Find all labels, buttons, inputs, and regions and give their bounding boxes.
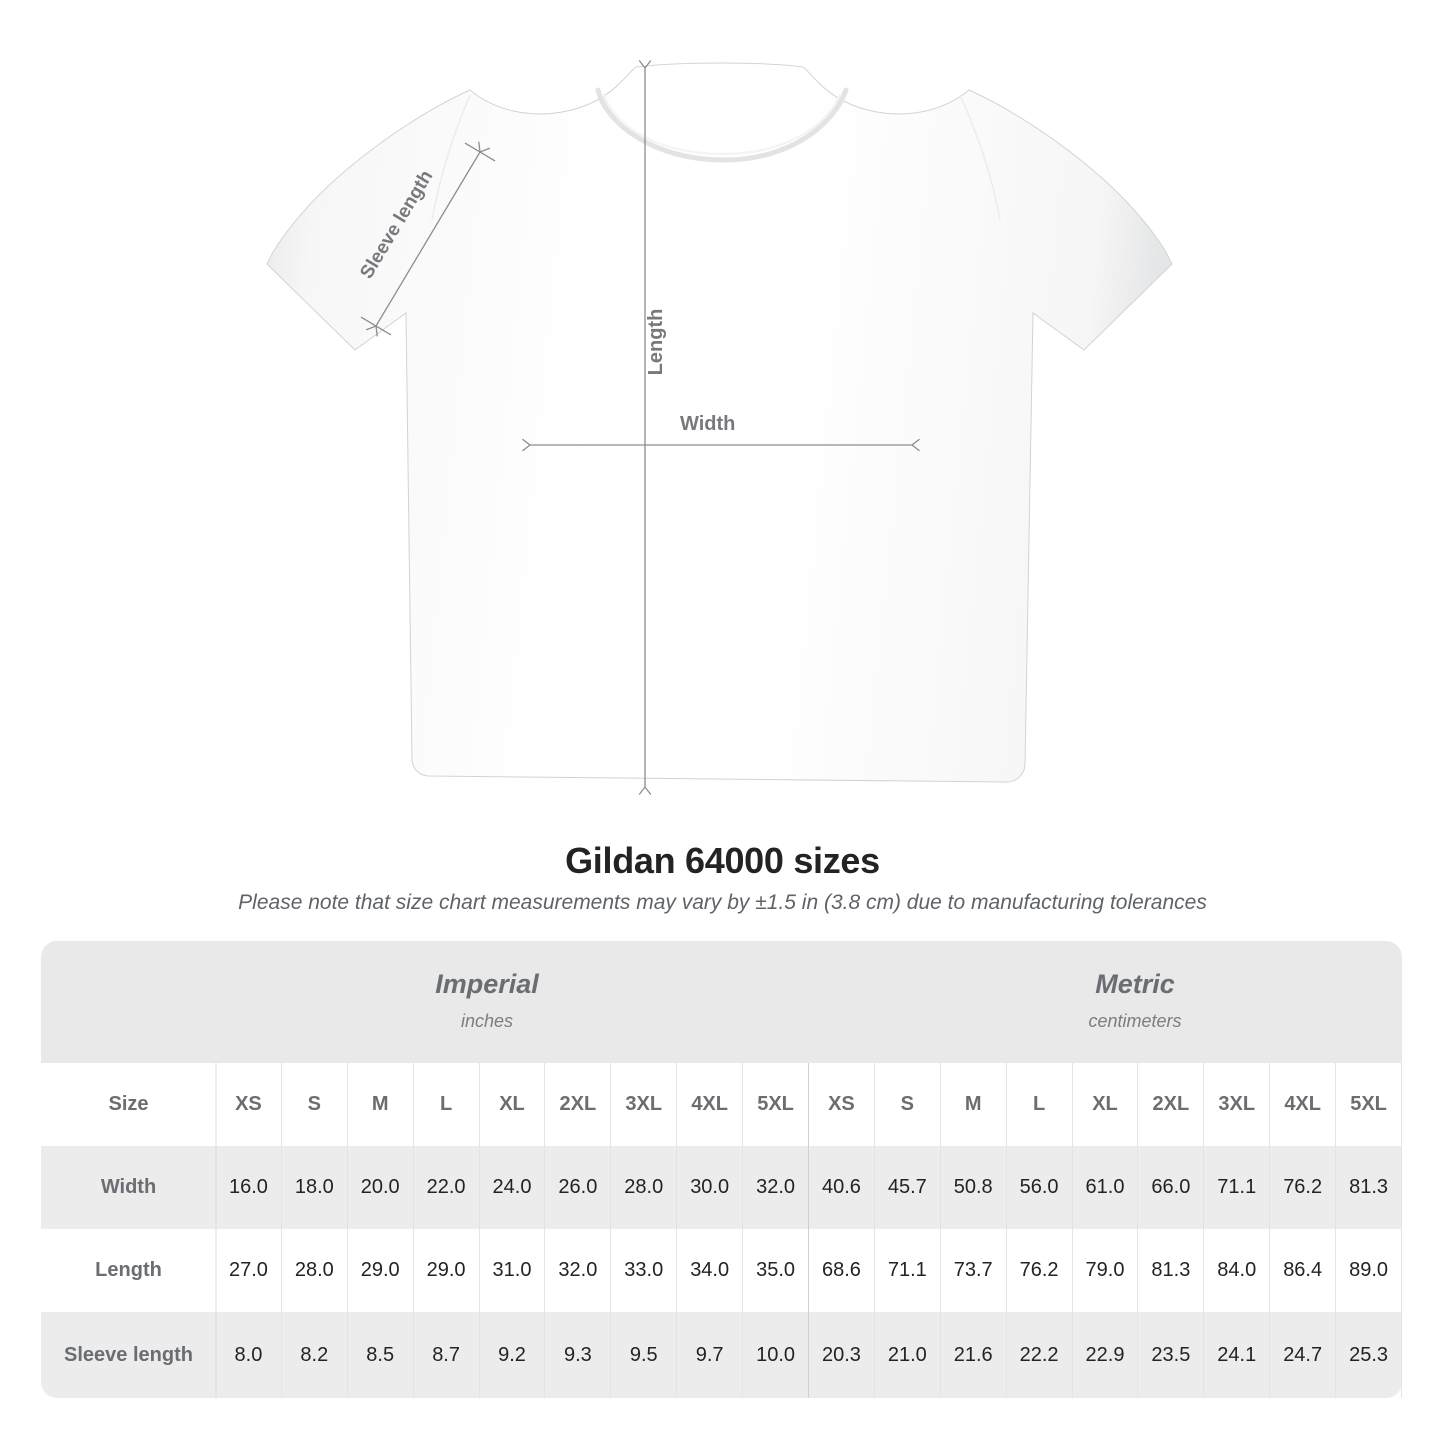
svg-text:Width: Width <box>680 413 735 435</box>
svg-text:Length: Length <box>645 309 667 376</box>
